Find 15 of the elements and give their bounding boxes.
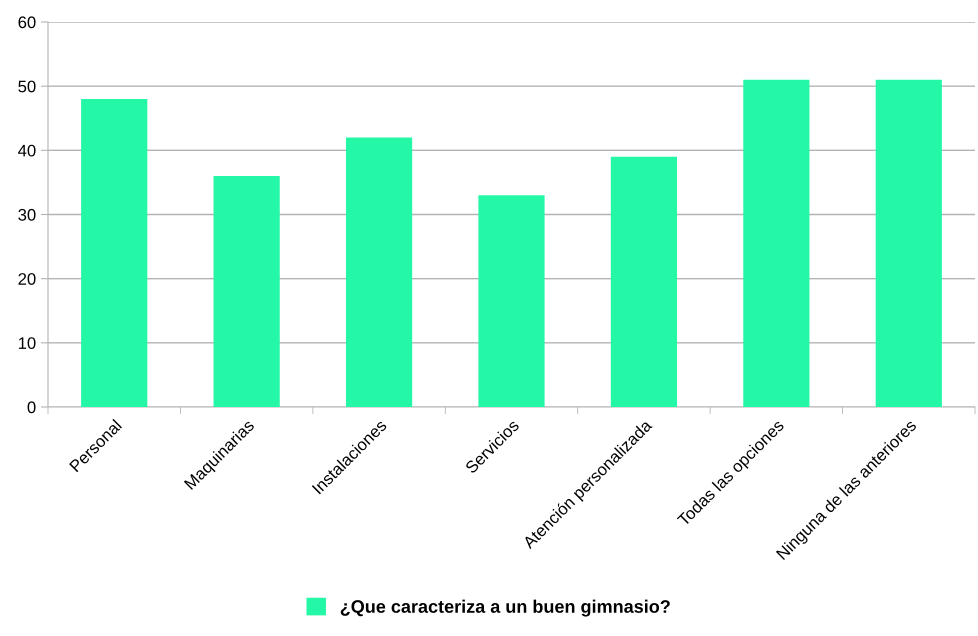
y-tick-label: 40 [18, 144, 36, 157]
bar [743, 80, 810, 407]
bar [478, 195, 545, 407]
y-tick-label: 60 [18, 16, 36, 28]
y-tick-label: 0 [28, 401, 36, 414]
legend-label: ¿Que caracteriza a un buen gimnasio? [340, 600, 670, 617]
bar [81, 99, 148, 407]
bar [610, 156, 678, 407]
y-tick-label: 20 [18, 273, 36, 285]
y-tick-label: 30 [18, 208, 36, 221]
bar [876, 80, 942, 407]
y-tick-label: 50 [18, 80, 36, 92]
bar [346, 138, 412, 407]
y-tick-label: 10 [18, 337, 36, 350]
bar [214, 176, 280, 407]
